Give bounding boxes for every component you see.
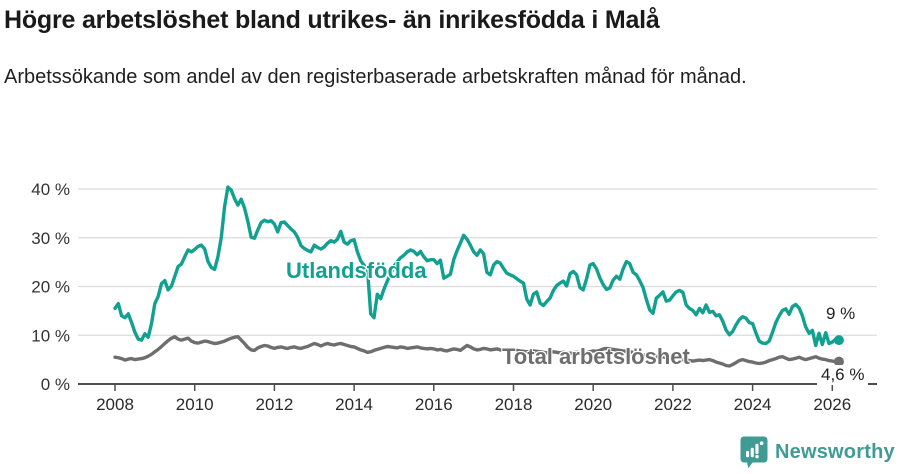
series-label-utlandsfodda: Utlandsfödda <box>286 258 427 283</box>
chart-subtitle: Arbetssökande som andel av den registerb… <box>4 66 747 88</box>
end-value-label-total: 4,6 % <box>817 365 869 385</box>
y-tick-label: 20 % <box>31 278 70 297</box>
series-end-dot-1 <box>833 356 844 367</box>
x-tick-label: 2018 <box>495 395 533 414</box>
series-line-0 <box>113 185 841 348</box>
y-tick-label: 10 % <box>31 326 70 345</box>
x-tick-label: 2010 <box>176 395 214 414</box>
newsworthy-logo[interactable]: Newsworthy <box>740 436 895 469</box>
x-tick-label: 2012 <box>255 395 293 414</box>
x-tick-label: 2022 <box>654 395 692 414</box>
page-title: Högre arbetslöshet bland utrikes- än inr… <box>4 6 660 34</box>
x-tick-label: 2008 <box>96 395 134 414</box>
x-tick-label: 2024 <box>734 395 772 414</box>
y-tick-label: 0 % <box>41 375 70 394</box>
series-line-1 <box>113 335 841 368</box>
newsworthy-bubble-chart-icon <box>740 436 768 469</box>
x-tick-label: 2016 <box>415 395 453 414</box>
newsworthy-wordmark: Newsworthy <box>775 441 895 463</box>
series-end-dot-0 <box>833 335 844 346</box>
series-label-total-arbetsloshet: Total arbetslöshet <box>502 344 690 369</box>
end-value-label-utlandsfodda: 9 % <box>826 304 856 323</box>
x-tick-label: 2020 <box>574 395 612 414</box>
x-tick-label: 2026 <box>813 395 851 414</box>
y-tick-label: 40 % <box>31 180 70 199</box>
y-tick-label: 30 % <box>31 229 70 248</box>
x-tick-label: 2014 <box>335 395 373 414</box>
